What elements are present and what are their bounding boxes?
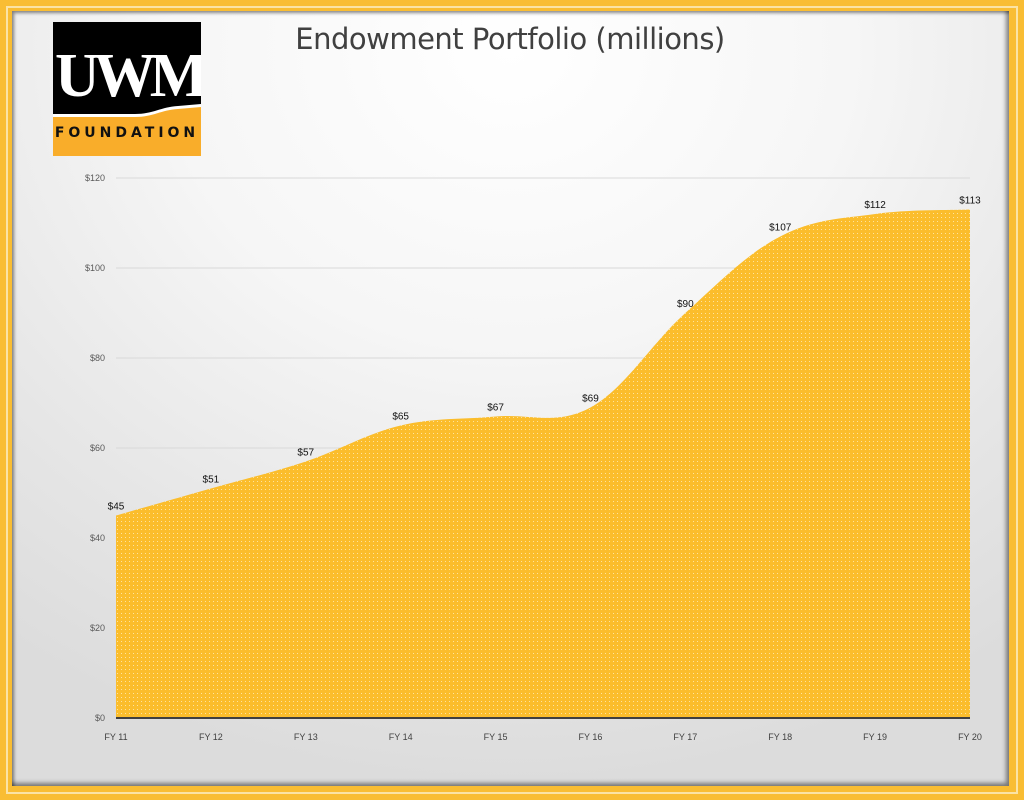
data-label: $57 bbox=[297, 448, 314, 459]
x-tick-label: FY 20 bbox=[958, 732, 982, 742]
y-tick-label: $80 bbox=[90, 353, 105, 363]
x-tick-label: FY 16 bbox=[579, 732, 603, 742]
data-label: $65 bbox=[392, 412, 409, 423]
y-tick-label: $60 bbox=[90, 443, 105, 453]
x-tick-label: FY 18 bbox=[768, 732, 792, 742]
x-tick-label: FY 17 bbox=[673, 732, 697, 742]
chart-title: Endowment Portfolio (millions) bbox=[295, 22, 725, 56]
x-tick-label: FY 15 bbox=[484, 732, 508, 742]
data-label: $107 bbox=[769, 223, 792, 234]
x-tick-label: FY 13 bbox=[294, 732, 318, 742]
y-tick-label: $0 bbox=[95, 713, 105, 723]
x-tick-label: FY 14 bbox=[389, 732, 413, 742]
data-labels: $45 $51 $57 $65 $67 $69 $90 $107 $112 $113 bbox=[108, 196, 982, 513]
uwm-foundation-logo: UWM FOUNDATION bbox=[53, 22, 201, 156]
logo-gold-band bbox=[53, 117, 201, 156]
y-axis: $0 $20 $40 $60 $80 $100 $120 bbox=[85, 173, 105, 723]
logo-letters: UWM bbox=[55, 42, 201, 110]
logo-subtitle: FOUNDATION bbox=[54, 125, 200, 141]
y-tick-label: $100 bbox=[85, 263, 105, 273]
data-label: $90 bbox=[677, 299, 694, 310]
x-tick-label: FY 12 bbox=[199, 732, 223, 742]
y-tick-label: $40 bbox=[90, 533, 105, 543]
frame-accent-line bbox=[6, 6, 1018, 794]
x-tick-label: FY 19 bbox=[863, 732, 887, 742]
data-label: $45 bbox=[108, 502, 125, 513]
data-label: $67 bbox=[487, 403, 504, 414]
data-label: $112 bbox=[864, 200, 886, 211]
x-tick-label: FY 11 bbox=[104, 732, 127, 742]
data-label: $113 bbox=[959, 196, 981, 207]
y-tick-label: $120 bbox=[85, 173, 105, 183]
data-label: $69 bbox=[582, 394, 599, 405]
data-label: $51 bbox=[203, 475, 220, 486]
endowment-area-series bbox=[116, 209, 970, 718]
x-axis: FY 11 FY 12 FY 13 FY 14 FY 15 FY 16 FY 17 FY 18… bbox=[104, 732, 982, 742]
y-tick-label: $20 bbox=[90, 623, 105, 633]
